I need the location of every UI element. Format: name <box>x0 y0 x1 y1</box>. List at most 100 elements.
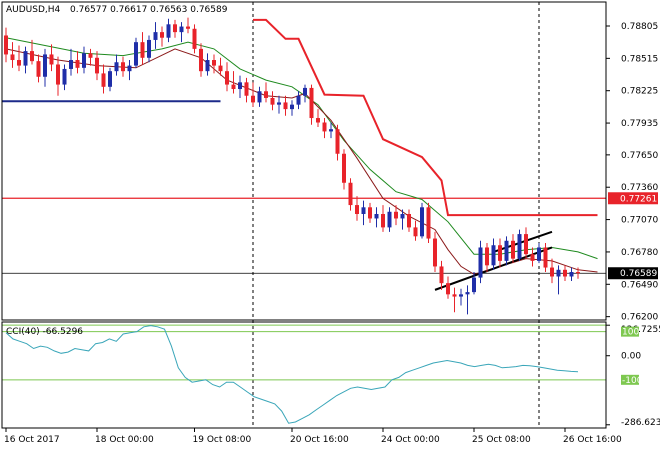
candle-body <box>290 104 294 110</box>
candle-body <box>374 214 379 219</box>
candle-body <box>524 234 528 255</box>
candle-body <box>459 294 463 297</box>
candle-body <box>361 207 366 214</box>
candle-body <box>491 245 496 266</box>
candle-body <box>426 207 431 239</box>
candle-body <box>485 247 489 266</box>
candle-body <box>231 84 236 90</box>
candle-body <box>394 211 398 219</box>
candle-body <box>101 73 106 87</box>
candle-body <box>420 207 424 237</box>
candle-body <box>36 61 41 77</box>
candle-body <box>134 42 138 66</box>
candle-body <box>563 269 567 277</box>
candle-body <box>283 102 288 110</box>
time-axis-label: 25 Oct 08:00 <box>472 435 531 445</box>
candle-body <box>218 65 223 72</box>
candle-body <box>212 60 216 66</box>
candle-body <box>153 32 158 40</box>
instrument-header: AUDUSD,H4 <box>6 5 61 15</box>
price-axis-label: 0.76200 <box>621 313 658 323</box>
candle-body <box>49 54 54 65</box>
candle-body <box>199 48 203 72</box>
candle-body <box>478 247 483 278</box>
candle-body <box>446 283 450 295</box>
price-axis-label: 0.77070 <box>621 216 658 226</box>
candle-body <box>56 64 60 85</box>
candle-body <box>173 24 177 33</box>
candle-body <box>322 122 327 132</box>
candle-layer <box>4 17 580 315</box>
cci-layer <box>2 324 606 424</box>
candle-body <box>147 39 151 58</box>
candle-body <box>511 240 515 259</box>
candle-body <box>556 269 561 277</box>
candle-body <box>238 82 242 90</box>
candle-body <box>88 53 93 58</box>
candle-body <box>205 60 210 72</box>
cci-level-tag-box <box>621 374 639 385</box>
candle-body <box>140 42 145 58</box>
candle-body <box>257 91 262 103</box>
time-axis-label: 20 Oct 16:00 <box>290 435 349 445</box>
ohlc-header: 0.76577 0.76617 0.76563 0.76589 <box>70 5 228 15</box>
main-pane-border <box>1 1 607 321</box>
candle-body <box>82 53 86 68</box>
candle-body <box>160 32 164 38</box>
candle-body <box>43 54 47 77</box>
price-axis-label: 0.78515 <box>621 54 658 64</box>
candle-body <box>368 207 372 219</box>
candle-body <box>465 292 470 295</box>
candle-body <box>17 60 21 66</box>
red-stop-line <box>253 18 598 217</box>
time-axis-label: 18 Oct 00:00 <box>95 435 154 445</box>
price-axis-label: 0.77650 <box>621 151 658 161</box>
candle-body <box>517 234 522 259</box>
candle-body <box>95 57 99 74</box>
candle-body <box>433 238 437 267</box>
candle-body <box>303 87 307 96</box>
axis-layer: 0.78805 0.78515 0.78225 0.77935 0.77650 0.773… <box>4 22 660 445</box>
candle-body <box>537 247 541 261</box>
frame-layer <box>1 1 607 429</box>
candle-body <box>166 24 171 38</box>
cci-level-tag: -100 <box>622 376 643 386</box>
candle-body <box>569 272 574 277</box>
candle-body <box>407 214 411 228</box>
price-axis-label: 0.78225 <box>621 87 658 97</box>
channel-trendline <box>493 230 553 253</box>
cci-axis-label: 126.7255 <box>621 325 660 335</box>
price-axis-label: 0.77360 <box>621 183 658 193</box>
candle-body <box>114 62 119 72</box>
time-axis-label: 24 Oct 00:00 <box>381 435 440 445</box>
candle-body <box>296 95 301 105</box>
time-axis-label: 26 Oct 16:00 <box>563 435 622 445</box>
candle-body <box>108 71 112 87</box>
candle-body <box>10 54 15 61</box>
candle-body <box>62 68 67 85</box>
candle-body <box>4 35 8 55</box>
cci-line <box>5 325 579 424</box>
candle-body <box>270 97 275 105</box>
candle-body <box>244 82 249 96</box>
cci-level-tag: 100 <box>622 328 639 338</box>
cci-level-tag-box <box>621 326 639 337</box>
candle-body <box>335 129 340 154</box>
candle-body <box>439 266 444 284</box>
candle-body <box>186 26 190 29</box>
price-tag-label: 0.77261 <box>620 194 657 204</box>
candle-body <box>342 153 346 183</box>
candle-body <box>192 28 197 49</box>
price-tag-label: 0.76589 <box>620 269 657 279</box>
candle-body <box>316 118 320 123</box>
cci-axis-label: -286.6234 <box>621 418 660 428</box>
price-axis-label: 0.76490 <box>621 280 658 290</box>
candle-body <box>530 254 535 261</box>
candle-body <box>498 245 502 261</box>
time-axis-label: 19 Oct 08:00 <box>193 435 252 445</box>
candle-body <box>387 211 392 228</box>
candle-body <box>348 182 353 206</box>
price-axis-label: 0.76780 <box>621 248 658 258</box>
candle-body <box>355 205 359 214</box>
